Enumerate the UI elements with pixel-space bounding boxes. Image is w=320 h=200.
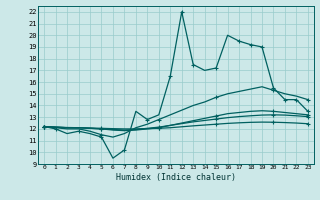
X-axis label: Humidex (Indice chaleur): Humidex (Indice chaleur) (116, 173, 236, 182)
